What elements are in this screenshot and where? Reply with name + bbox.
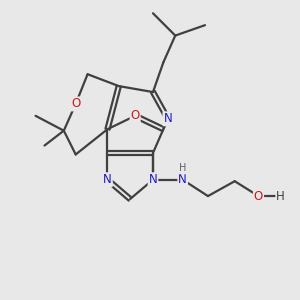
- Text: H: H: [179, 164, 186, 173]
- Text: O: O: [130, 109, 140, 122]
- Text: N: N: [164, 112, 172, 125]
- Text: O: O: [254, 190, 263, 202]
- Text: N: N: [178, 173, 187, 186]
- Text: N: N: [103, 173, 112, 186]
- Text: N: N: [148, 173, 157, 186]
- Text: O: O: [71, 98, 80, 110]
- Text: H: H: [276, 190, 285, 202]
